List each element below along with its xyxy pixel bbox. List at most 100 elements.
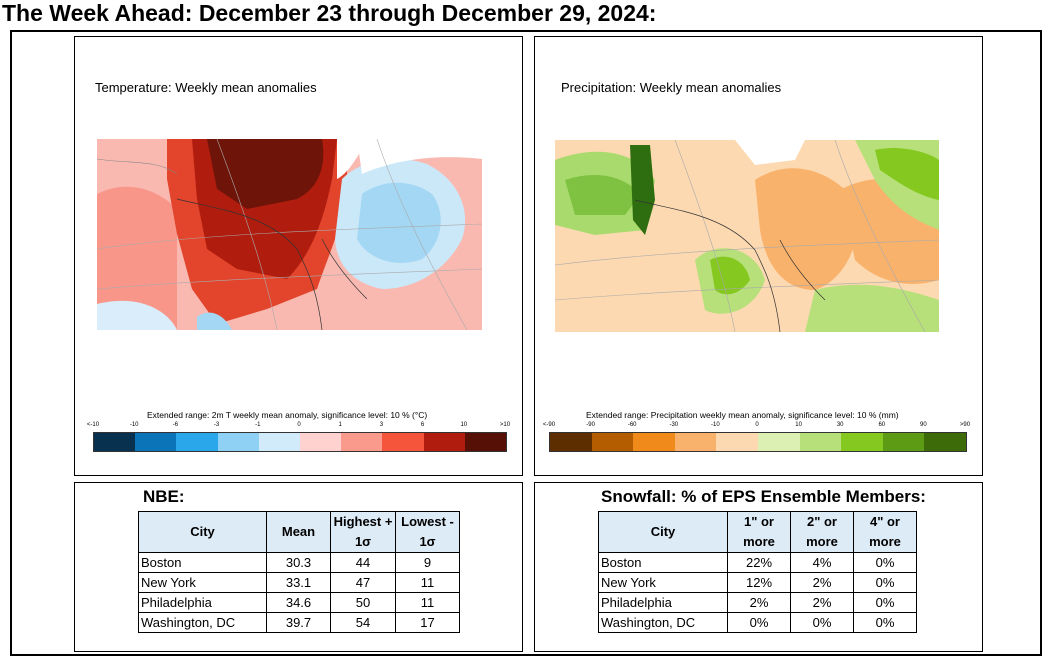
nbe-cell-city: New York (138, 572, 267, 593)
temperature-tick-label: -1 (255, 422, 261, 428)
precipitation-tick-label: 90 (920, 422, 927, 428)
temperature-tick-label: -6 (172, 422, 179, 428)
snow-cell-four: 0% (853, 552, 917, 573)
snow-cell-two: 4% (790, 552, 854, 573)
nbe-header-mean: Mean (266, 511, 331, 553)
snow-header-2in: 2" or more (790, 511, 854, 553)
nbe-cell-high: 54 (330, 612, 396, 633)
snow-cell-one: 2% (727, 592, 791, 613)
precipitation-colorbar-segment (882, 433, 925, 451)
snow-cell-two: 2% (790, 572, 854, 593)
snowfall-panel: Snowfall: % of EPS Ensemble Members: Cit… (534, 482, 983, 652)
precipitation-tick-label: 60 (878, 422, 886, 428)
nbe-cell-high: 47 (330, 572, 396, 593)
precipitation-colorbar-segment (716, 433, 758, 451)
snowfall-table: City 1" or more 2" or more 4" or more Bosto… (598, 511, 917, 633)
precipitation-colorbar-segment (591, 433, 634, 451)
temperature-caption: Extended range: 2m T weekly mean anomaly… (147, 410, 428, 420)
nbe-table: City Mean Highest +1σ Lowest -1σ Boston 3… (138, 511, 460, 633)
temperature-tick-label: >10 (499, 422, 511, 428)
precipitation-tick-label: -90 (586, 422, 595, 428)
temperature-colorbar-segment (382, 433, 424, 451)
precipitation-caption: Extended range: Precipitation weekly mea… (586, 410, 899, 420)
table-row: Boston 30.3 44 9 (138, 552, 460, 573)
outer-frame (10, 30, 1042, 656)
table-row: New York 33.1 47 11 (138, 572, 460, 593)
temperature-tick-label: 1 (338, 422, 342, 428)
nbe-cell-city: Washington, DC (138, 612, 267, 633)
precipitation-tick-label: -60 (627, 422, 637, 428)
precipitation-colorbar-segment (550, 433, 592, 451)
table-row: Philadelphia 34.6 50 11 (138, 592, 460, 613)
nbe-cell-mean: 39.7 (266, 612, 331, 633)
precipitation-tick-label: 30 (836, 422, 844, 428)
precipitation-panel: Precipitation: Weekly mean anomalies Ext… (534, 36, 983, 476)
nbe-header-high: Highest +1σ (330, 511, 396, 553)
temperature-colorbar-segment (217, 433, 259, 451)
snow-cell-one: 12% (727, 572, 791, 593)
page-title: The Week Ahead: December 23 through Dece… (2, 0, 657, 26)
temperature-tick-label: 0 (297, 422, 301, 428)
precipitation-anomaly-map (555, 140, 939, 332)
temperature-colorbar-segment (176, 433, 218, 451)
temperature-tick-label: <-10 (86, 422, 100, 428)
precipitation-colorbar-segment (799, 433, 842, 451)
nbe-header-low: Lowest -1σ (395, 511, 460, 553)
precipitation-colorbar-segment (924, 433, 966, 451)
snow-cell-city: Washington, DC (598, 612, 728, 633)
table-row: Washington, DC 39.7 54 17 (138, 612, 460, 633)
precipitation-colorbar-segment (757, 433, 800, 451)
precipitation-colorbar-segment (674, 433, 717, 451)
snow-cell-four: 0% (853, 572, 917, 593)
nbe-cell-high: 50 (330, 592, 396, 613)
nbe-cell-city: Boston (138, 552, 267, 573)
precipitation-tick-label: <-90 (542, 422, 556, 428)
nbe-title: NBE: (143, 487, 185, 506)
snow-header-city: City (598, 511, 728, 553)
precipitation-colorbar-segment (633, 433, 675, 451)
nbe-cell-low: 11 (395, 592, 460, 613)
snow-cell-one: 22% (727, 552, 791, 573)
snow-cell-four: 0% (853, 612, 917, 633)
snow-cell-city: Philadelphia (598, 592, 728, 613)
snow-header-1in: 1" or more (727, 511, 791, 553)
precipitation-colorbar (549, 432, 967, 452)
nbe-cell-low: 17 (395, 612, 460, 633)
nbe-cell-mean: 34.6 (266, 592, 331, 613)
temperature-panel: Temperature: Weekly mean anomalies Exten… (74, 36, 523, 476)
snow-cell-four: 0% (853, 592, 917, 613)
snow-cell-city: Boston (598, 552, 728, 573)
precipitation-tick-label: 10 (795, 422, 802, 428)
temperature-tick-label: -10 (129, 422, 139, 428)
nbe-cell-mean: 30.3 (266, 552, 331, 573)
snow-cell-one: 0% (727, 612, 791, 633)
temperature-tick-label: -3 (213, 422, 220, 428)
table-row: New York 12% 2% 0% (598, 572, 917, 593)
table-row: Philadelphia 2% 2% 0% (598, 592, 917, 613)
precipitation-colorbar-segment (841, 433, 883, 451)
nbe-header-city: City (138, 511, 267, 553)
temperature-tick-label: 10 (460, 422, 468, 428)
temperature-colorbar-segment (258, 433, 301, 451)
nbe-panel: NBE: City Mean Highest +1σ Lowest -1σ Bo… (74, 482, 523, 652)
nbe-cell-low: 9 (395, 552, 460, 573)
temperature-colorbar-segment (300, 433, 342, 451)
temperature-colorbar (93, 432, 507, 452)
snow-header-4in: 4" or more (853, 511, 917, 553)
temperature-colorbar-segment (464, 433, 507, 451)
snow-cell-two: 2% (790, 592, 854, 613)
snow-cell-city: New York (598, 572, 728, 593)
temperature-colorbar-segment (423, 433, 465, 451)
nbe-cell-high: 44 (330, 552, 396, 573)
nbe-cell-city: Philadelphia (138, 592, 267, 613)
temperature-anomaly-map (97, 139, 482, 330)
temperature-colorbar-segment (94, 433, 136, 451)
snowfall-title: Snowfall: % of EPS Ensemble Members: (601, 487, 926, 506)
nbe-cell-low: 11 (395, 572, 460, 593)
temperature-colorbar-segment (341, 433, 383, 451)
temperature-colorbar-segment (135, 433, 177, 451)
precipitation-map-title: Precipitation: Weekly mean anomalies (561, 80, 782, 95)
precipitation-tick-label: >90 (959, 422, 971, 428)
precipitation-tick-label: 0 (755, 422, 759, 428)
temperature-map-title: Temperature: Weekly mean anomalies (95, 80, 317, 95)
